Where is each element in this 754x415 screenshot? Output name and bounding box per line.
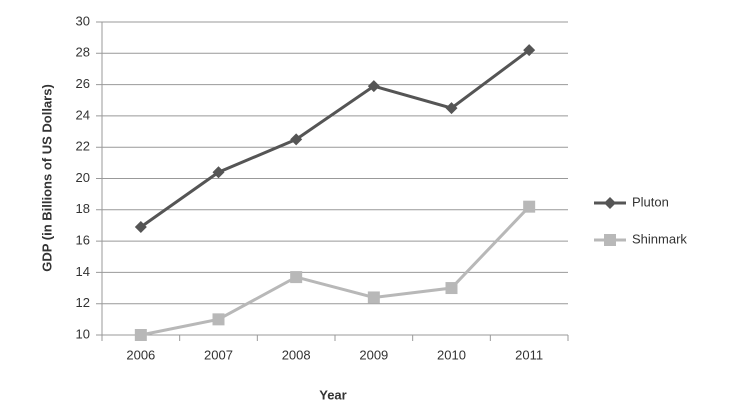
y-tick-label: 20 — [76, 170, 90, 185]
y-tick-label: 26 — [76, 76, 90, 91]
x-tick-label: 2006 — [126, 347, 155, 362]
y-tick-label: 28 — [76, 45, 90, 60]
series-line — [139, 48, 531, 229]
data-point — [134, 329, 147, 341]
y-tick-label: 30 — [76, 13, 90, 28]
series-line — [140, 205, 531, 337]
y-tick-label: 12 — [76, 295, 90, 310]
data-point — [523, 200, 536, 213]
data-point — [445, 282, 458, 295]
legend-marker — [604, 234, 616, 246]
y-tick-label: 10 — [76, 326, 90, 341]
y-tick-label: 18 — [76, 201, 90, 216]
x-axis-title: Year — [319, 387, 346, 402]
x-tick-label: 2007 — [204, 347, 233, 362]
legend-label: Shinmark — [632, 231, 687, 246]
y-axis-title: GDP (in Billions of US Dollars) — [39, 84, 54, 272]
legend-label: Pluton — [632, 194, 669, 209]
data-point — [212, 166, 225, 179]
data-point — [445, 102, 458, 115]
data-point — [367, 80, 380, 93]
data-point — [523, 44, 536, 57]
legend-marker — [604, 197, 616, 209]
data-point — [134, 221, 147, 234]
y-tick-label: 14 — [76, 264, 90, 279]
x-tick-label: 2010 — [437, 347, 466, 362]
data-point — [290, 271, 303, 284]
data-point — [212, 313, 225, 326]
data-point — [367, 291, 380, 304]
y-tick-label: 22 — [76, 139, 90, 154]
y-tick-label: 16 — [76, 233, 90, 248]
y-tick-label: 24 — [76, 107, 90, 122]
x-tick-label: 2008 — [282, 347, 311, 362]
x-tick-label: 2011 — [515, 347, 543, 362]
x-tick-label: 2009 — [359, 347, 388, 362]
data-point — [290, 133, 303, 146]
